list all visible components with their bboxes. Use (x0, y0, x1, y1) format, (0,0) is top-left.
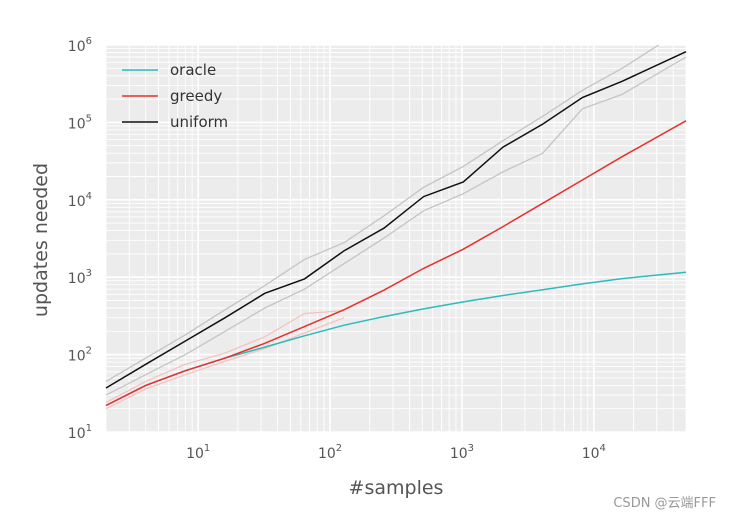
plot-area (106, 45, 686, 432)
major-gridlines (106, 44, 686, 433)
legend-label-oracle: oracle (170, 61, 216, 79)
variance-line (105, 317, 345, 410)
legend: oracle greedy uniform (122, 61, 228, 131)
variance-lines (105, 44, 687, 410)
y-tick-label: 103 (68, 268, 92, 287)
x-tick-label: 101 (186, 443, 210, 462)
variance-line (105, 309, 345, 404)
x-tick-label: 104 (582, 443, 606, 462)
variance-line (105, 44, 659, 382)
y-tick-label: 105 (68, 113, 92, 132)
series-line-greedy (105, 120, 687, 407)
x-axis-label: #samples (349, 477, 444, 499)
y-axis-label: updates needed (30, 163, 52, 317)
x-tick-label: 103 (450, 443, 474, 462)
watermark: CSDN @云端FFF (613, 496, 716, 511)
y-tick-labels: 101 102 103 104 105 106 (68, 36, 92, 442)
x-tick-label: 102 (318, 443, 342, 462)
series-lines (105, 51, 687, 407)
y-tick-label: 106 (68, 36, 92, 55)
y-tick-label: 101 (68, 423, 92, 442)
series-line-uniform (105, 51, 687, 389)
variance-line (105, 56, 687, 396)
x-tick-labels: 101 102 103 104 (186, 443, 606, 462)
legend-label-uniform: uniform (170, 113, 228, 131)
minor-gridlines (105, 45, 687, 432)
y-tick-label: 104 (68, 191, 92, 210)
y-tick-label: 102 (68, 346, 92, 365)
legend-label-greedy: greedy (170, 87, 222, 105)
